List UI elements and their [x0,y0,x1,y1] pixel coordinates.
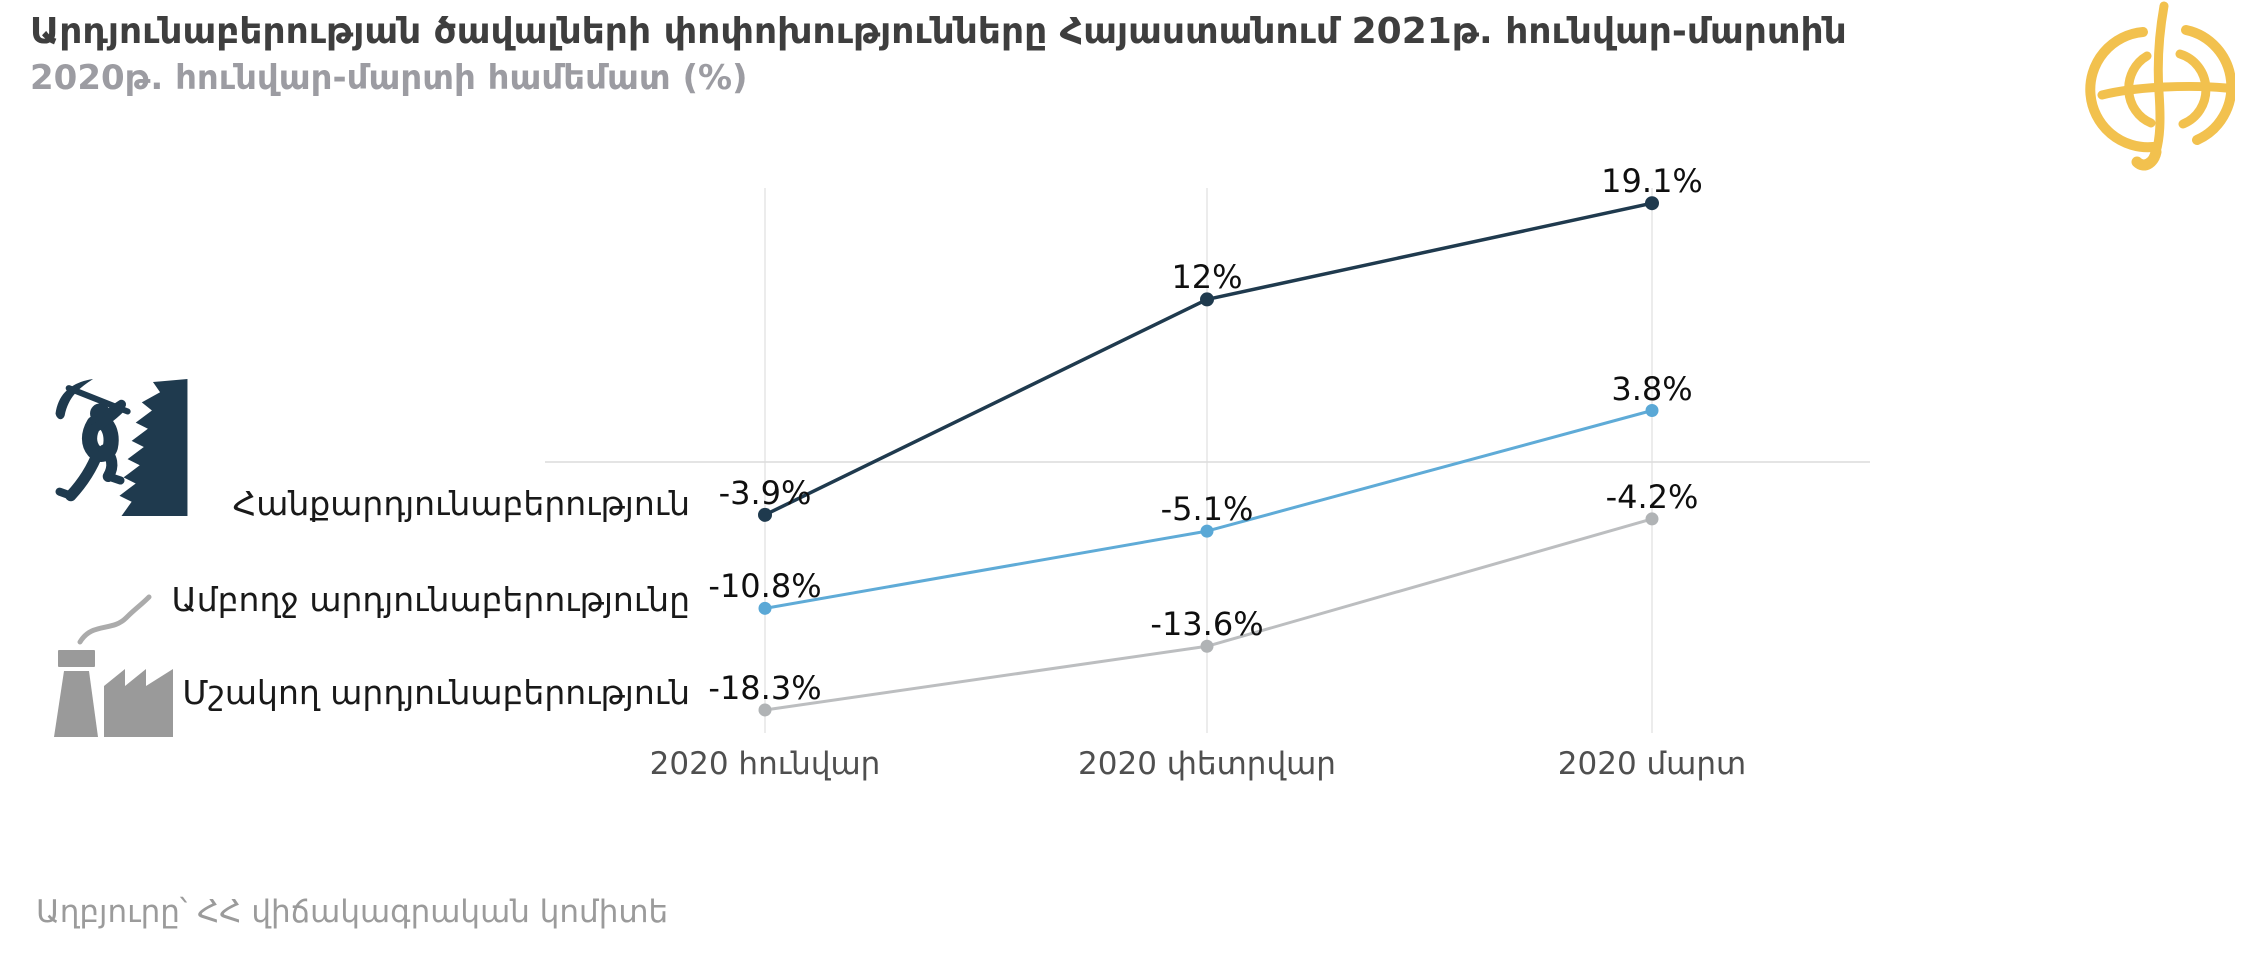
data-point-dot [1200,292,1214,307]
data-point-dot [758,507,772,522]
factory-smoke-icon [54,594,173,737]
data-point-dot [1645,196,1659,211]
legend-item-mining: Հանքարդյունաբերություն [233,484,690,524]
ampop-globe-logo-icon [2085,1,2235,171]
legend-label-manufacturing: Մշակող արդյունաբերություն [182,673,690,712]
legend-label-total-industry: Ամբողջ արդյունաբերությունը [171,580,690,619]
data-point-dot [758,703,772,717]
series-line [764,517,1653,712]
page-title: Արդյունաբերության ծավալների փոփոխություն… [30,11,1847,52]
series-line [764,409,1653,610]
legend-item-manufacturing: Մշակող արդյունաբերություն [182,673,690,713]
data-point-dot [1200,524,1214,538]
series-line [764,201,1653,517]
data-point-dot [758,601,772,615]
source-note: Աղբյուրը՝ ՀՀ վիճակագրական կոմիտե [36,894,669,930]
legend-label-mining: Հանքարդյունաբերություն [232,484,690,523]
page-subtitle: 2020թ. հունվար-մարտի համեմատ (%) [30,58,748,98]
miner-pickaxe-icon [55,379,188,516]
data-point-dot [1645,512,1659,526]
legend-item-total-industry: Ամբողջ արդյունաբերությունը [171,580,690,620]
data-point-dot [1200,639,1214,653]
data-point-dot [1645,404,1659,418]
